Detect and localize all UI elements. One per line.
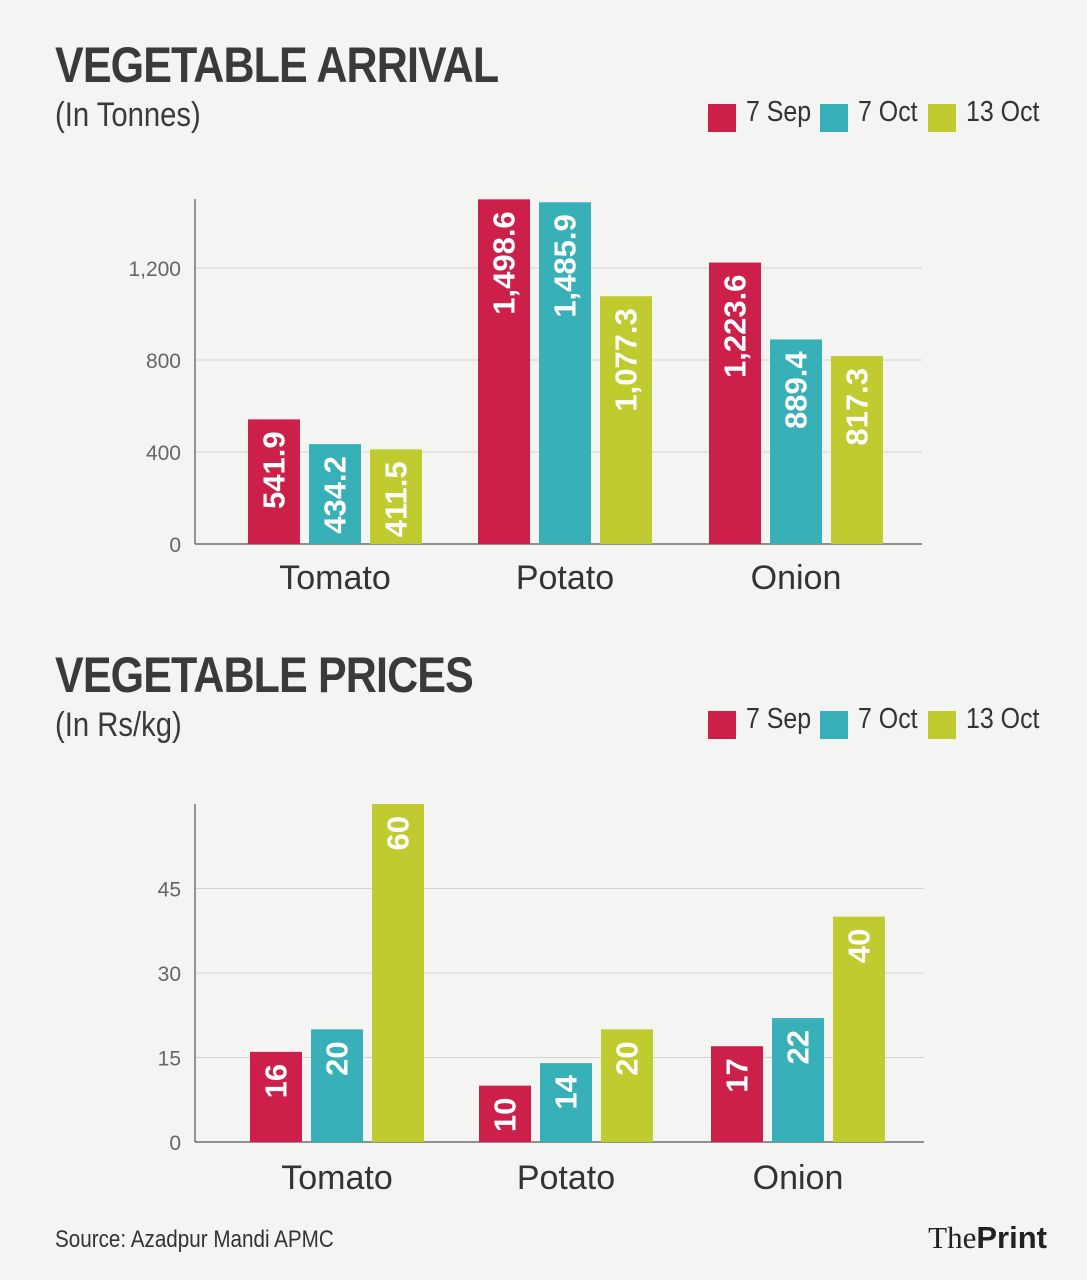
y-tick-label: 30 xyxy=(158,963,181,986)
bar-value-label: 1,485.9 xyxy=(548,214,583,317)
bar xyxy=(370,449,422,544)
legend-swatch xyxy=(928,711,956,739)
bar-value-label: 1,498.6 xyxy=(487,211,522,314)
bar-value-label: 889.4 xyxy=(779,351,814,429)
legend-label: 7 Oct xyxy=(858,96,918,128)
x-category-label: Onion xyxy=(753,1159,844,1197)
bar xyxy=(478,199,530,544)
legend-swatch xyxy=(820,711,848,739)
bar-value-label: 40 xyxy=(842,929,877,963)
bar-value-label: 817.3 xyxy=(840,368,875,446)
legend-label: 7 Sep xyxy=(746,703,812,735)
bar xyxy=(248,419,300,544)
bar xyxy=(770,339,822,544)
bar-value-label: 16 xyxy=(259,1064,294,1098)
x-category-label: Tomato xyxy=(281,1159,393,1197)
legend-swatch xyxy=(708,711,736,739)
theprint-logo: ThePrint xyxy=(928,1220,1047,1256)
legend-swatch xyxy=(820,104,848,132)
source-note: Source: Azadpur Mandi APMC xyxy=(55,1226,334,1253)
y-tick-label: 0 xyxy=(169,534,181,557)
y-tick-label: 800 xyxy=(146,350,181,373)
bar xyxy=(372,804,424,1142)
bar xyxy=(709,262,761,544)
bar xyxy=(250,1051,302,1142)
bar xyxy=(831,356,883,544)
legend-label: 7 Sep xyxy=(746,96,812,128)
bar-value-label: 60 xyxy=(381,816,416,850)
prices-bar-chart: 0 15 30 45 16 20 60 Tomato 10 14 20 Potato 17 22 40 Oni… xyxy=(158,804,924,1197)
y-tick-label: 1,200 xyxy=(128,258,181,281)
brand-print: Print xyxy=(976,1220,1047,1255)
bar xyxy=(772,1018,824,1142)
bar-value-label: 22 xyxy=(781,1030,816,1064)
x-category-label: Potato xyxy=(517,1159,615,1197)
legend-label: 7 Oct xyxy=(858,703,918,735)
x-category-label: Onion xyxy=(751,559,842,597)
bar xyxy=(540,1063,592,1142)
bar-value-label: 10 xyxy=(488,1098,523,1132)
bar-value-label: 434.2 xyxy=(318,456,353,534)
legend-label: 13 Oct xyxy=(966,96,1040,128)
prices-title: VEGETABLE PRICES xyxy=(55,647,474,703)
arrival-title: VEGETABLE ARRIVAL xyxy=(55,37,499,93)
bar xyxy=(833,916,885,1142)
bar-value-label: 1,223.6 xyxy=(718,275,753,378)
bar-value-label: 1,077.3 xyxy=(609,308,644,411)
legend-label: 13 Oct xyxy=(966,703,1040,735)
bar xyxy=(711,1046,763,1142)
y-tick-label: 45 xyxy=(158,879,181,902)
bar-value-label: 14 xyxy=(549,1074,584,1109)
y-tick-label: 15 xyxy=(158,1048,181,1071)
bar xyxy=(311,1029,363,1142)
bar-value-label: 20 xyxy=(320,1041,355,1075)
legend-swatch xyxy=(708,104,736,132)
bar xyxy=(309,444,361,544)
prices-subtitle: (In Rs/kg) xyxy=(55,706,182,744)
bar-value-label: 20 xyxy=(610,1041,645,1075)
legend-swatch xyxy=(928,104,956,132)
x-category-label: Tomato xyxy=(279,559,391,597)
bar-value-label: 411.5 xyxy=(379,461,414,537)
arrival-bar-chart: 0 400 800 1,200 541.9 434.2 411.5 Tomato 1,498.6… xyxy=(128,199,922,597)
arrival-subtitle: (In Tonnes) xyxy=(55,96,201,134)
bar-value-label: 541.9 xyxy=(257,431,292,509)
bar xyxy=(600,296,652,544)
x-category-label: Potato xyxy=(516,559,614,597)
bar-value-label: 17 xyxy=(720,1058,755,1092)
y-tick-label: 400 xyxy=(146,442,181,465)
y-tick-label: 0 xyxy=(169,1132,181,1155)
bar xyxy=(539,202,591,545)
brand-the: The xyxy=(928,1220,977,1255)
bar xyxy=(601,1029,653,1142)
bar xyxy=(479,1085,531,1142)
